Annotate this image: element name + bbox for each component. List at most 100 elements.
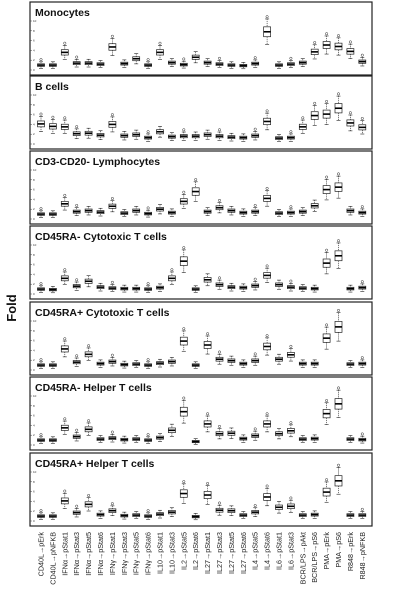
- outlier: [337, 92, 340, 96]
- box-mark: [298, 511, 307, 520]
- box-mark: [84, 275, 93, 288]
- box-mark: [227, 282, 236, 292]
- box-mark: [108, 502, 117, 516]
- y-tick-label: 2: [33, 207, 35, 211]
- outlier: [110, 430, 114, 434]
- box-mark: [358, 205, 367, 217]
- y-tick-label: 0: [33, 443, 35, 447]
- box-mark: [72, 504, 81, 518]
- box-mark: [287, 279, 295, 292]
- outlier: [265, 264, 269, 268]
- box-mark: [263, 334, 271, 356]
- box-mark: [96, 207, 105, 217]
- outlier: [206, 412, 210, 416]
- outlier: [63, 116, 67, 120]
- box-mark: [108, 113, 117, 133]
- box-mark: [310, 101, 319, 126]
- outlier: [289, 56, 293, 60]
- box-mark: [298, 116, 307, 134]
- panel: CD45RA- Helper T cells 0 2 4 6 8 10: [29, 376, 373, 451]
- box-mark: [287, 496, 295, 513]
- box-mark: [298, 435, 307, 444]
- box-mark: [168, 208, 176, 217]
- box-mark: [60, 268, 69, 286]
- box-mark: [37, 282, 45, 293]
- y-tick-label: 2: [33, 358, 35, 362]
- box-mark: [203, 412, 212, 433]
- y-tick-label: 2: [33, 132, 35, 136]
- panel: B cells 0 2 4 6 8 10: [29, 75, 373, 150]
- x-tick-label: R848→pErk: [346, 532, 355, 572]
- x-tick-label: IFNα→pStat1: [60, 532, 69, 576]
- outlier: [87, 494, 91, 497]
- outlier: [313, 41, 317, 45]
- box-mark: [168, 58, 176, 67]
- y-tick-label: 6: [33, 339, 35, 343]
- x-tick-label: IFNγ→pStat1: [108, 532, 117, 575]
- outlier: [337, 34, 340, 38]
- box-mark: [346, 40, 355, 59]
- box-mark: [310, 199, 319, 212]
- box-mark: [358, 117, 367, 135]
- y-tick-label: 10: [33, 243, 37, 247]
- box-mark: [72, 55, 81, 68]
- outlier: [289, 496, 293, 500]
- x-tick-label: IL27→pStat6: [239, 532, 248, 574]
- y-tick-label: 10: [33, 168, 37, 172]
- box-mark: [132, 53, 141, 65]
- y-tick-label: 4: [33, 499, 35, 503]
- outlier: [87, 419, 91, 423]
- box-mark: [287, 421, 295, 438]
- box-mark: [227, 505, 236, 516]
- x-tick-label: IL27→pStat3: [215, 532, 224, 574]
- outlier: [39, 207, 43, 211]
- box-mark: [334, 92, 343, 121]
- panel-title: Monocytes: [35, 7, 90, 19]
- box-mark: [60, 193, 69, 211]
- box-mark: [132, 284, 141, 293]
- box-mark: [132, 435, 141, 444]
- box-mark: [60, 489, 69, 509]
- box-mark: [120, 209, 129, 218]
- box-mark: [322, 32, 331, 55]
- outlier: [289, 205, 293, 209]
- box-mark: [358, 53, 367, 67]
- outlier: [218, 501, 221, 505]
- outlier: [253, 56, 257, 60]
- box-mark: [96, 60, 105, 69]
- x-tick-label: IL6→pStat3: [286, 532, 295, 570]
- y-tick-label: 10: [33, 319, 37, 323]
- box-mark: [263, 264, 271, 283]
- x-tick-label: IL27→pStat1: [203, 532, 212, 574]
- outlier: [39, 509, 43, 513]
- box-mark: [322, 100, 331, 125]
- outlier: [146, 58, 150, 62]
- x-tick-label: BCR/LPS→pS6: [310, 532, 319, 583]
- x-tick-label: IFNα→pStat6: [96, 532, 105, 576]
- outlier: [182, 327, 186, 331]
- box-mark: [287, 130, 295, 142]
- outlier: [146, 358, 150, 362]
- y-tick-label: 6: [33, 113, 35, 117]
- box-mark: [251, 427, 260, 441]
- box-mark: [251, 504, 260, 517]
- outlier: [218, 128, 221, 132]
- box-mark: [191, 178, 200, 202]
- outlier: [218, 350, 221, 354]
- y-tick-label: 8: [33, 404, 35, 408]
- outlier: [265, 412, 269, 416]
- box-mark: [239, 208, 248, 217]
- box-mark: [168, 423, 176, 437]
- outlier: [75, 55, 79, 59]
- y-tick-label: 2: [33, 509, 35, 513]
- box-mark: [144, 509, 152, 520]
- box-mark: [37, 112, 45, 132]
- outlier: [182, 190, 186, 194]
- box-mark: [298, 58, 307, 67]
- y-tick-label: 0: [33, 68, 35, 72]
- y-tick-label: 2: [33, 282, 35, 286]
- outlier: [301, 116, 305, 120]
- box-mark: [96, 435, 105, 444]
- box-mark: [334, 239, 343, 269]
- box-mark: [96, 510, 105, 519]
